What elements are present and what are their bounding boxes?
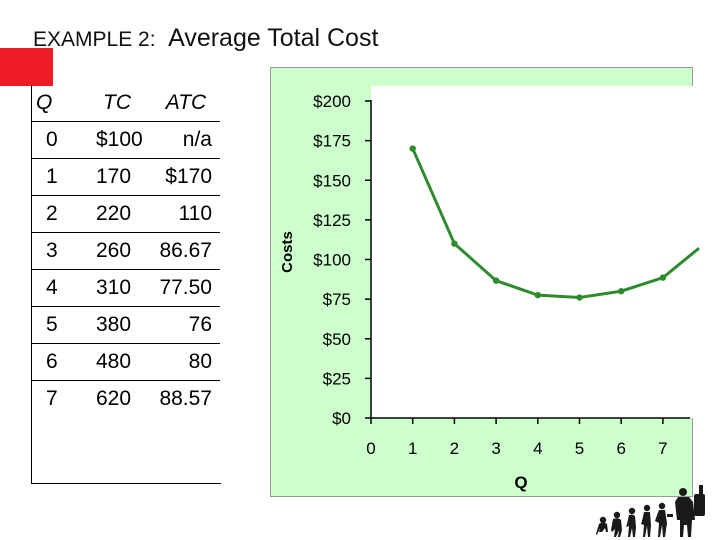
title-main: Average Total Cost	[168, 24, 379, 52]
x-axis-label: Q	[514, 473, 527, 492]
data-point	[451, 240, 458, 247]
plot-area	[371, 86, 700, 418]
y-axis-label: Costs	[279, 231, 296, 273]
table-left-border	[31, 85, 32, 483]
cell-atc: 88.57	[159, 387, 212, 410]
title-lead: EXAMPLE 2	[33, 28, 150, 51]
title-separator: :	[149, 28, 156, 51]
cell-atc: 86.67	[152, 232, 220, 270]
header-tc: TC	[82, 85, 152, 122]
table-row: 1 170 $170	[32, 158, 220, 196]
cell-tc: 480	[82, 343, 152, 381]
cell-atc: 110	[152, 195, 220, 233]
x-tick-label: 6	[616, 439, 625, 458]
red-accent-box	[0, 48, 53, 86]
cell-q: 2	[32, 195, 82, 233]
cell-q: 4	[32, 269, 82, 307]
data-point	[576, 294, 583, 301]
table-row: 2 220 110	[32, 195, 220, 233]
data-point	[492, 277, 500, 284]
cell-atc: 76	[152, 306, 220, 344]
cell-q: 0	[32, 121, 82, 159]
cell-q: 7	[46, 387, 58, 410]
header-q: Q	[32, 85, 82, 122]
table-row: 6 480 80	[32, 343, 220, 381]
x-tick-label: 3	[491, 439, 500, 458]
y-tick-label: $200	[313, 92, 351, 111]
y-tick-label: $25	[323, 369, 351, 388]
table-row: 3 260 86.67	[32, 232, 220, 270]
cell-atc: 77.50	[152, 269, 220, 307]
cell-q: 1	[32, 158, 82, 196]
table-header-row: Q TC ATC	[32, 85, 220, 122]
table-row: 4 310 77.50	[32, 269, 220, 307]
cell-atc: n/a	[152, 121, 220, 159]
cell-atc: $170	[152, 158, 220, 196]
y-tick-label: $50	[323, 330, 351, 349]
header-atc: ATC	[152, 85, 220, 122]
data-point	[618, 288, 625, 295]
series-line	[411, 147, 700, 300]
y-tick-label: $175	[313, 132, 351, 151]
evolution-silhouette-icon	[596, 485, 705, 537]
x-tick-label: 4	[533, 439, 542, 458]
x-tick-label: 2	[450, 439, 459, 458]
y-tick-label: $75	[323, 290, 351, 309]
x-tick-label: 1	[408, 439, 417, 458]
x-tick-label: 0	[366, 439, 375, 458]
table-bottom-border	[31, 483, 221, 484]
tick-labels: $0 $25 $50 $75 $100 $125 $150 $175 $200 0 1 2 3 4 5 6 7	[313, 92, 667, 458]
cell-tc: 260	[82, 232, 152, 270]
cell-tc: 170	[82, 158, 152, 196]
y-tick-label: $0	[332, 409, 351, 428]
data-point	[534, 291, 541, 299]
cell-q: 5	[32, 306, 82, 344]
cell-q: 6	[32, 343, 82, 381]
cell-tc: $100	[82, 121, 152, 159]
data-point	[659, 274, 667, 281]
x-tick-label: 5	[575, 439, 584, 458]
cell-tc: 620	[96, 387, 132, 410]
cell-tc: 380	[82, 306, 152, 344]
cell-atc: 80	[152, 343, 220, 381]
data-point	[409, 145, 416, 152]
y-tick-label: $150	[313, 171, 351, 190]
x-tick-label: 7	[658, 439, 667, 458]
table-row: 5 380 76	[32, 306, 220, 344]
table-row: 0 $100 n/a	[32, 121, 220, 159]
y-tick-label: $125	[313, 211, 351, 230]
y-tick-label: $100	[313, 251, 351, 270]
table-row: 7 620 88.57	[32, 381, 220, 418]
cell-q: 3	[32, 232, 82, 270]
cost-table: Q TC ATC 0 $100 n/a 1 170 $170 2 220 110…	[32, 85, 220, 417]
cell-tc: 220	[82, 195, 152, 233]
cell-tc: 310	[82, 269, 152, 307]
series-atc	[409, 145, 700, 301]
slide-title: EXAMPLE 2: Average Total Cost	[33, 24, 378, 53]
